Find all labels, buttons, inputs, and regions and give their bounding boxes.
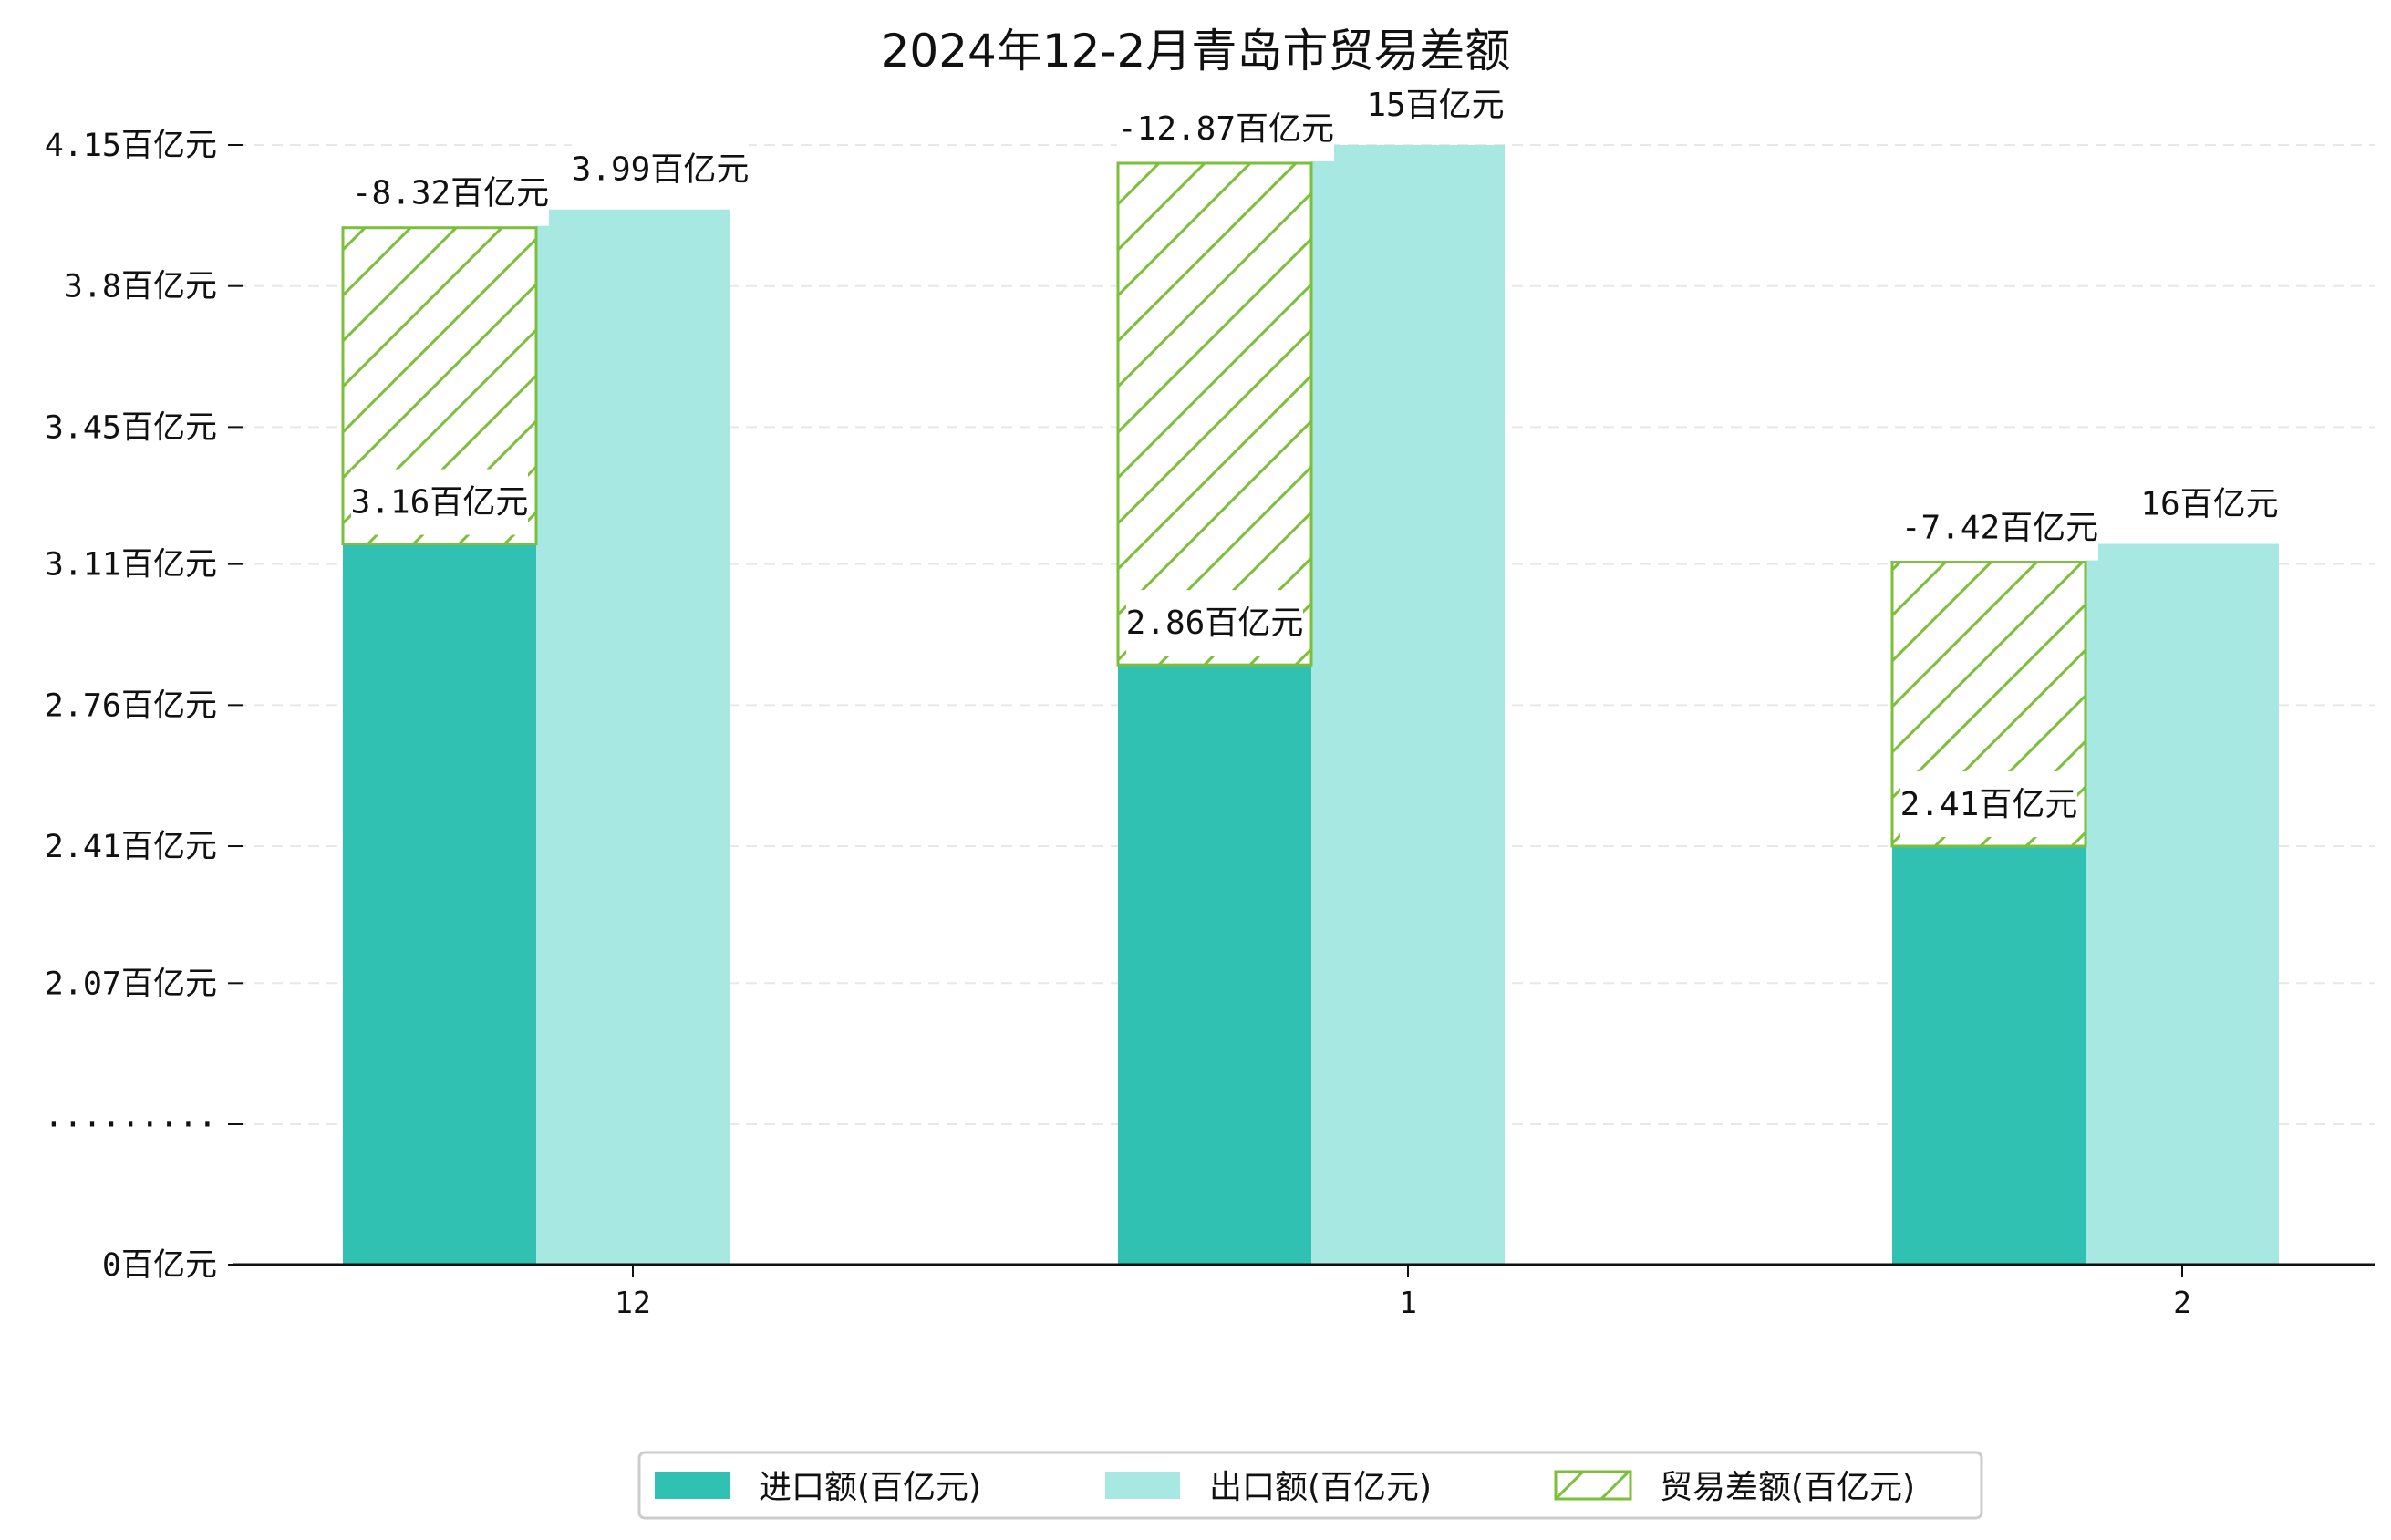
data-label-balance-bg bbox=[1901, 494, 2098, 561]
legend-item-balance-swatch bbox=[1554, 1470, 1632, 1501]
y-tick-label: 4.15百亿元 bbox=[45, 128, 217, 164]
bar-import bbox=[1118, 665, 1311, 1265]
data-label-import: 2.86百亿元 bbox=[1126, 605, 1304, 642]
bar-import bbox=[343, 543, 536, 1265]
x-tick-label: 1 bbox=[1399, 1285, 1417, 1320]
legend-box bbox=[637, 1451, 1983, 1520]
y-tick-label: 2.76百亿元 bbox=[45, 687, 217, 724]
y-tick-label: ········· bbox=[44, 1107, 217, 1143]
data-label-balance: -8.32百亿元 bbox=[352, 175, 549, 212]
data-label-balance-bg bbox=[352, 160, 549, 226]
bar-export bbox=[536, 209, 730, 1265]
data-label-export-bg bbox=[572, 136, 749, 202]
data-label-import: 2.41百亿元 bbox=[1900, 786, 2078, 823]
data-label-import-bg bbox=[1126, 590, 1303, 656]
y-tick-label: 2.41百亿元 bbox=[45, 829, 217, 865]
data-label-balance-bg bbox=[1117, 96, 1334, 161]
data-label-export-bg bbox=[2141, 470, 2278, 537]
bar-labels: 3.16百亿元 3.99百亿元 -8.32百亿元 2.86百亿元 15百亿元 -12.87… bbox=[351, 72, 2279, 838]
bar-balance bbox=[1116, 161, 1313, 667]
bar-export bbox=[2086, 543, 2279, 1265]
data-label-import-bg bbox=[1900, 771, 2077, 838]
x-tick-label: 2 bbox=[2173, 1285, 2191, 1320]
legend-item-export[interactable]: 出口额(百亿元) bbox=[1105, 1469, 1432, 1506]
legend-item-export-swatch bbox=[1105, 1472, 1180, 1499]
data-label-import: 3.16百亿元 bbox=[351, 484, 529, 522]
y-tick-label: 3.8百亿元 bbox=[64, 269, 217, 305]
data-label-export: 15百亿元 bbox=[1366, 87, 1504, 124]
x-tick-label: 12 bbox=[615, 1285, 651, 1320]
legend-item-balance-label: 贸易差额(百亿元) bbox=[1660, 1469, 1915, 1506]
data-label-import-bg bbox=[351, 469, 528, 535]
legend-item-balance[interactable]: 贸易差额(百亿元) bbox=[1554, 1469, 1915, 1506]
y-tick-label: 3.11百亿元 bbox=[45, 547, 217, 584]
y-tick-label: 2.07百亿元 bbox=[45, 966, 217, 1002]
y-tick-label: 3.45百亿元 bbox=[45, 409, 217, 446]
legend-item-import[interactable]: 进口额(百亿元) bbox=[655, 1469, 981, 1506]
data-label-export-bg bbox=[1367, 72, 1504, 138]
legend-item-import-label: 进口额(百亿元) bbox=[759, 1469, 981, 1506]
bars bbox=[341, 145, 2279, 1265]
bar-import bbox=[1892, 846, 2086, 1265]
legend-item-export-label: 出口额(百亿元) bbox=[1209, 1469, 1432, 1506]
data-label-export: 3.99百亿元 bbox=[572, 151, 750, 189]
legend-item-import-swatch bbox=[655, 1472, 730, 1499]
y-tick-label: 0百亿元 bbox=[102, 1247, 217, 1284]
chart-title: 2024年12-2月青岛市贸易差额 bbox=[881, 25, 1511, 78]
bar-export bbox=[1311, 145, 1505, 1265]
axes: 0百亿元 ········· 2.07百亿元 2.41百亿元 2.76百亿元 3.11百亿… bbox=[44, 128, 2375, 1320]
data-label-balance: -12.87百亿元 bbox=[1117, 110, 1334, 148]
data-label-balance: -7.42百亿元 bbox=[1901, 510, 2098, 547]
data-label-export: 16百亿元 bbox=[2140, 486, 2278, 523]
legend[interactable]: 进口额(百亿元) 出口额(百亿元) 贸易差额(百亿元) bbox=[637, 1451, 1983, 1520]
